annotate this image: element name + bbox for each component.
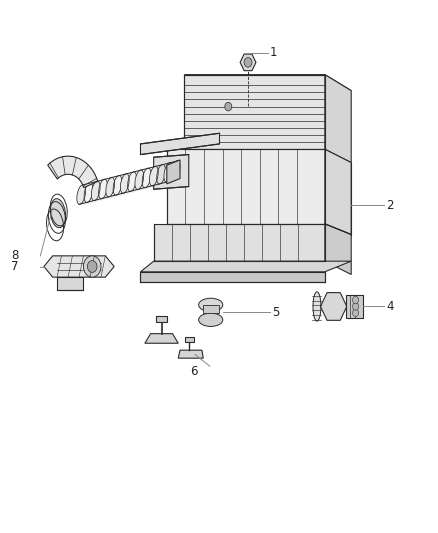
- Text: 7: 7: [11, 260, 18, 273]
- Ellipse shape: [77, 185, 85, 204]
- Circle shape: [352, 309, 358, 317]
- Polygon shape: [153, 224, 324, 261]
- Polygon shape: [153, 155, 188, 189]
- Polygon shape: [324, 149, 350, 235]
- Text: 1: 1: [269, 46, 277, 59]
- Ellipse shape: [149, 166, 158, 186]
- Polygon shape: [202, 305, 218, 313]
- Polygon shape: [156, 316, 166, 322]
- Polygon shape: [184, 75, 350, 91]
- Polygon shape: [166, 149, 324, 224]
- Ellipse shape: [134, 170, 143, 190]
- Polygon shape: [178, 350, 203, 358]
- Polygon shape: [240, 54, 255, 71]
- Polygon shape: [184, 75, 324, 149]
- Polygon shape: [44, 256, 114, 277]
- Polygon shape: [145, 334, 178, 343]
- Circle shape: [244, 58, 251, 67]
- Text: 8: 8: [11, 249, 18, 262]
- Ellipse shape: [120, 174, 129, 193]
- Circle shape: [352, 296, 358, 304]
- Text: 6: 6: [189, 365, 197, 378]
- Polygon shape: [140, 272, 324, 282]
- Text: 4: 4: [385, 300, 393, 313]
- Ellipse shape: [50, 199, 65, 228]
- Polygon shape: [324, 224, 350, 274]
- Polygon shape: [345, 295, 363, 318]
- Ellipse shape: [106, 177, 114, 197]
- Circle shape: [352, 303, 358, 310]
- Ellipse shape: [163, 163, 172, 182]
- Polygon shape: [140, 133, 219, 155]
- Ellipse shape: [198, 298, 222, 311]
- Circle shape: [224, 102, 231, 111]
- Ellipse shape: [312, 292, 320, 321]
- Ellipse shape: [91, 181, 100, 201]
- Circle shape: [87, 261, 97, 272]
- Polygon shape: [320, 293, 346, 320]
- Text: 5: 5: [272, 306, 279, 319]
- Ellipse shape: [198, 313, 222, 326]
- Text: 2: 2: [385, 199, 393, 212]
- Polygon shape: [166, 160, 180, 184]
- Polygon shape: [48, 156, 98, 188]
- Polygon shape: [184, 337, 193, 342]
- Circle shape: [83, 256, 101, 277]
- Polygon shape: [140, 261, 350, 272]
- Polygon shape: [324, 75, 350, 163]
- Polygon shape: [57, 277, 83, 290]
